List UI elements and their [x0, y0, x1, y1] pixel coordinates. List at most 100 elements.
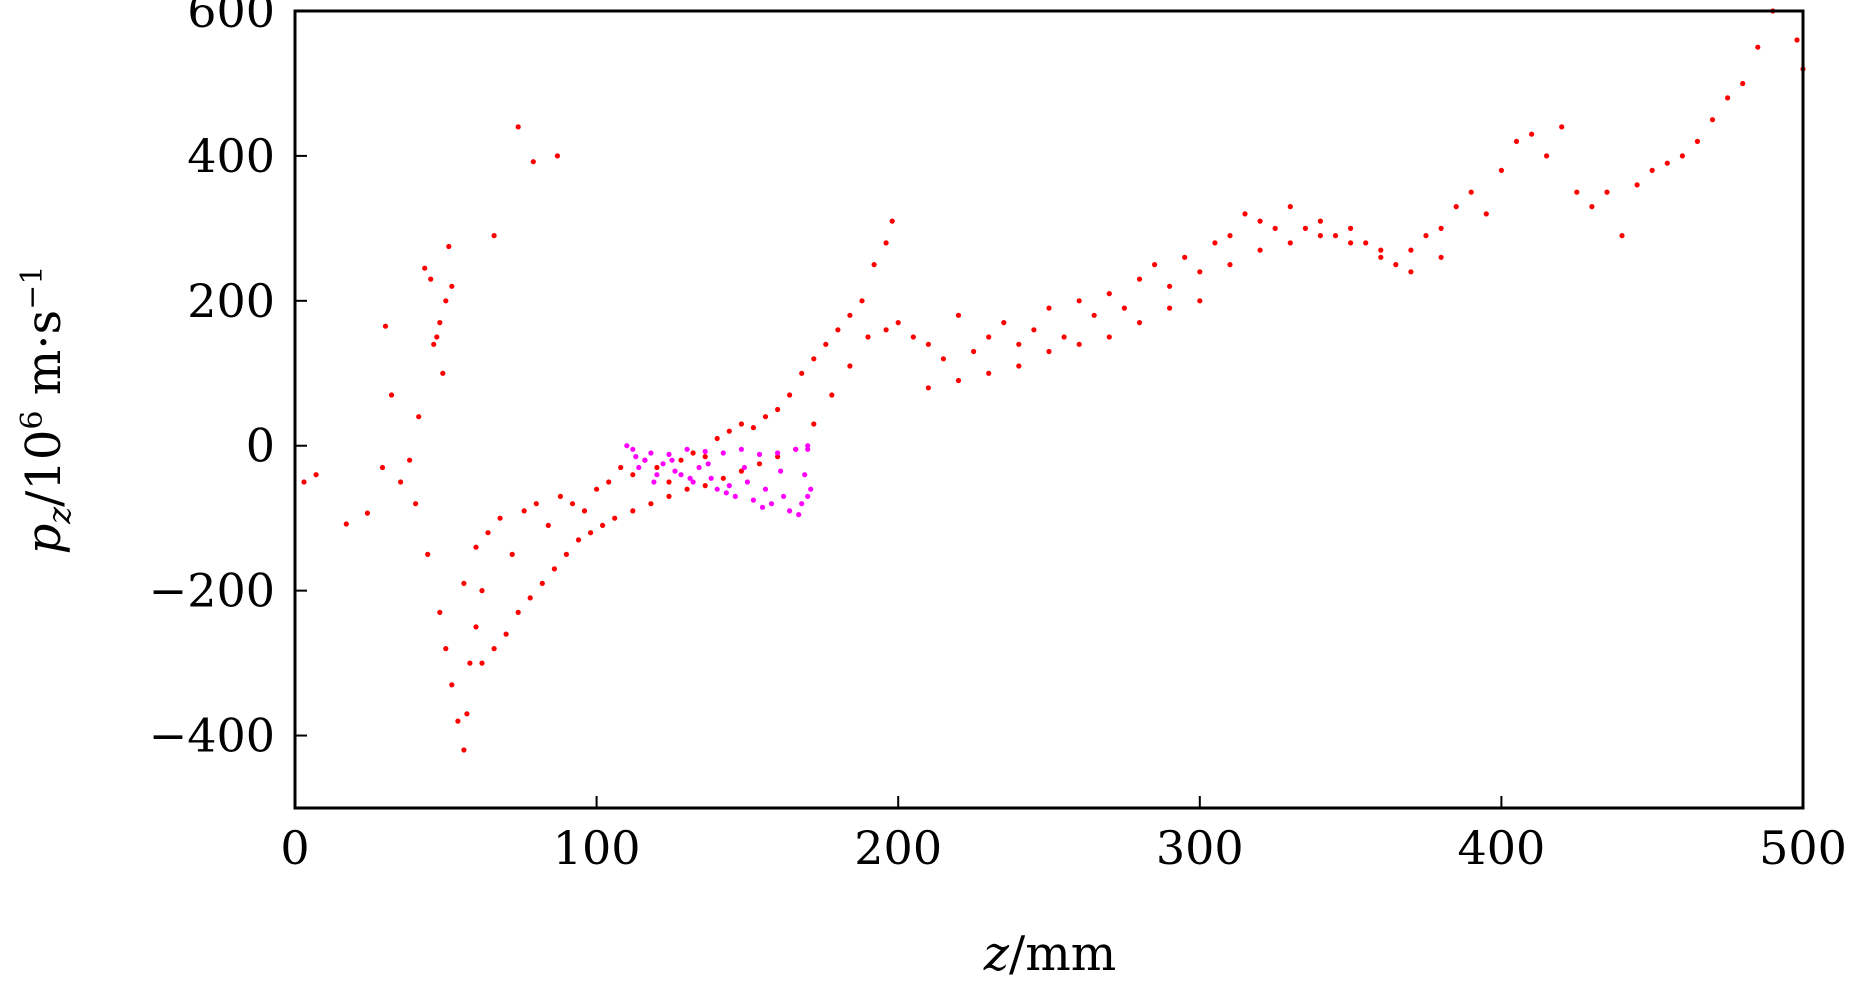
data-point-s0-26 [464, 711, 470, 717]
data-point-s0-58 [750, 425, 757, 431]
data-point-s0-83 [630, 508, 636, 514]
data-point-s1-32 [669, 457, 675, 463]
data-point-s0-60 [775, 406, 781, 413]
data-point-s0-169 [1197, 298, 1203, 304]
data-point-s0-56 [726, 428, 732, 434]
data-point-s1-31 [633, 454, 639, 460]
data-point-s0-109 [1061, 334, 1067, 340]
data-point-s0-142 [1559, 124, 1565, 130]
data-point-s0-147 [1634, 182, 1640, 188]
data-point-s0-127 [1332, 233, 1339, 239]
data-point-s0-153 [1725, 95, 1731, 101]
data-point-s0-141 [1544, 153, 1550, 159]
data-point-s1-8 [775, 450, 781, 456]
data-point-s0-15 [449, 283, 455, 289]
data-point-s0-143 [1574, 189, 1580, 195]
data-point-s0-70 [889, 218, 895, 224]
data-point-s0-173 [1317, 233, 1323, 239]
data-point-s0-112 [1106, 291, 1112, 297]
data-point-s0-97 [883, 327, 889, 333]
data-point-s0-33 [554, 153, 561, 159]
data-point-s0-105 [1001, 320, 1007, 326]
data-point-s0-72 [491, 646, 497, 652]
data-point-s0-80 [588, 530, 594, 536]
data-point-s0-50 [654, 464, 660, 471]
data-point-s0-103 [971, 348, 977, 355]
data-point-s0-61 [787, 392, 793, 398]
data-point-s0-87 [702, 483, 708, 489]
data-point-s1-40 [759, 504, 766, 510]
data-point-s0-38 [509, 551, 515, 558]
data-point-s0-23 [449, 682, 455, 688]
data-point-s0-98 [895, 320, 901, 326]
data-point-s0-133 [1423, 233, 1429, 239]
data-point-s0-106 [1016, 341, 1022, 347]
data-point-s1-20 [799, 501, 805, 507]
data-point-s0-74 [515, 609, 521, 616]
data-point-s0-65 [835, 327, 841, 333]
data-point-s0-120 [1227, 233, 1233, 239]
data-point-s0-34 [461, 580, 467, 587]
data-point-s0-100 [925, 341, 932, 347]
data-point-s0-68 [871, 262, 877, 268]
data-point-s0-145 [1604, 189, 1610, 195]
data-point-s0-170 [1227, 262, 1233, 268]
data-point-s0-55 [714, 435, 720, 442]
data-point-s1-16 [726, 483, 732, 489]
data-point-s0-66 [847, 312, 853, 318]
data-point-s0-119 [1212, 240, 1218, 246]
data-point-s0-40 [533, 501, 539, 507]
data-point-s0-69 [883, 240, 889, 246]
data-point-s0-75 [527, 595, 533, 601]
data-point-s0-110 [1076, 298, 1082, 304]
data-point-s1-34 [741, 464, 748, 471]
data-point-s1-12 [654, 472, 660, 478]
data-point-s1-36 [802, 472, 808, 478]
data-point-s1-21 [642, 457, 648, 463]
data-point-s0-20 [425, 551, 431, 558]
data-point-s0-163 [1016, 363, 1022, 369]
data-point-s0-164 [1046, 348, 1052, 355]
data-point-s0-85 [666, 493, 672, 499]
data-point-s1-23 [678, 472, 684, 478]
data-point-s0-39 [521, 508, 527, 514]
data-point-s1-22 [660, 461, 666, 467]
ticks-layer: 0 100 200 300 400 500 600 400 200 0 −200 −400 [149, 0, 1847, 875]
data-point-s0-95 [847, 363, 853, 369]
data-point-s0-134 [1438, 225, 1444, 231]
data-point-s0-35 [473, 544, 479, 550]
data-point-s1-19 [781, 493, 787, 499]
data-point-s0-52 [678, 457, 684, 463]
data-point-s0-86 [684, 486, 690, 492]
data-point-s0-139 [1513, 138, 1520, 144]
data-point-s1-35 [778, 468, 784, 474]
data-point-s0-123 [1272, 225, 1278, 231]
data-point-s0-9 [422, 265, 428, 271]
data-point-s0-168 [1167, 305, 1173, 311]
data-point-s0-32 [530, 159, 536, 165]
data-point-s0-6 [388, 392, 395, 398]
data-point-s1-2 [666, 451, 672, 457]
data-point-s0-165 [1076, 341, 1082, 347]
x-tick-label-5: 500 [1759, 821, 1847, 875]
y-tick-label-3: 0 [246, 419, 275, 473]
data-point-s0-137 [1483, 211, 1489, 217]
data-point-s1-37 [651, 479, 657, 485]
x-tick-label-3: 300 [1156, 821, 1244, 875]
data-point-s0-121 [1242, 211, 1248, 217]
data-point-s0-138 [1498, 167, 1504, 173]
data-point-s0-111 [1091, 312, 1097, 318]
data-point-s1-30 [805, 493, 811, 499]
y-tick-label-0: 600 [187, 0, 275, 38]
data-point-s0-24 [455, 718, 461, 724]
data-point-s0-36 [485, 530, 491, 536]
data-point-s0-14 [446, 243, 452, 250]
data-point-s0-10 [428, 276, 434, 282]
data-point-s0-18 [416, 414, 422, 420]
data-point-s1-33 [705, 461, 711, 467]
data-point-s0-64 [823, 341, 829, 347]
data-point-s0-155 [1755, 44, 1761, 50]
data-point-s1-14 [690, 479, 696, 485]
data-point-s1-13 [672, 468, 678, 474]
data-point-s0-104 [986, 334, 992, 340]
